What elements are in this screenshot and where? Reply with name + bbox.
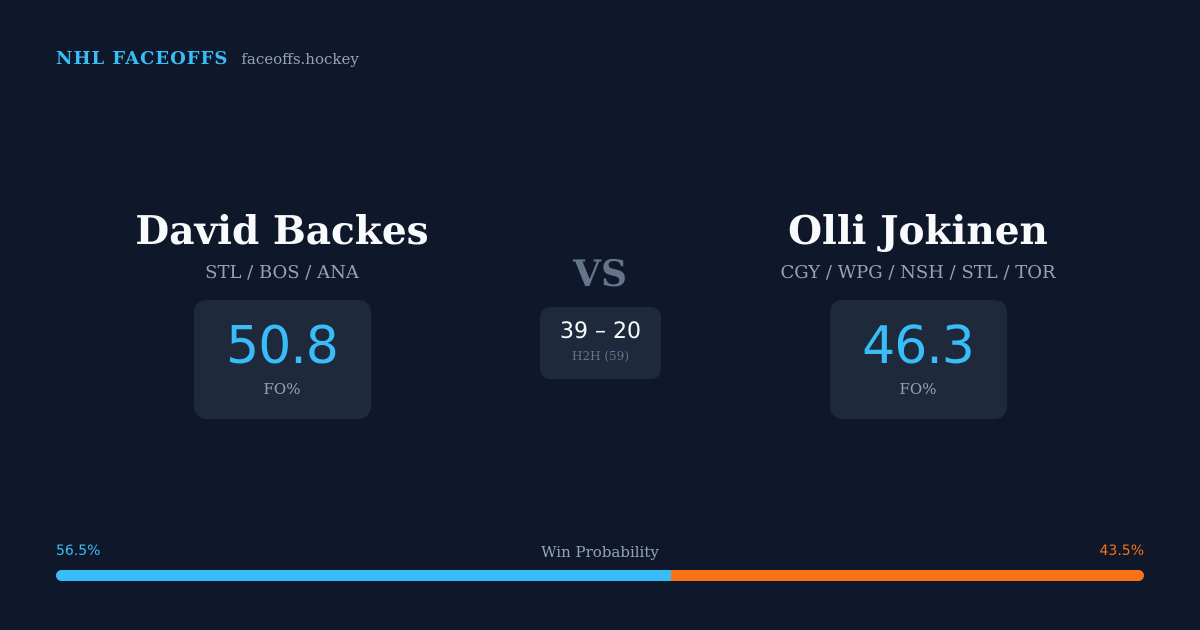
win-probability-left-label: 56.5%: [56, 543, 101, 559]
head-to-head-label: H2H (59): [571, 349, 629, 363]
win-probability-bar: [56, 570, 1144, 581]
player-left-fo-card: 50.8 FO%: [193, 300, 371, 419]
brand-name: NHL FACEOFFS: [56, 48, 229, 69]
player-right-fo-value: 46.3: [862, 316, 975, 376]
player-right: Olli Jokinen CGY / WPG / NSH / STL / TOR…: [698, 205, 1138, 419]
player-left-name: David Backes: [135, 208, 429, 254]
win-probability-bar-right: [670, 570, 1144, 581]
player-left-teams: STL / BOS / ANA: [205, 262, 359, 283]
head-to-head-score: 39 – 20: [560, 319, 641, 344]
player-left-fo-label: FO%: [263, 380, 301, 398]
win-probability-right-label: 43.5%: [1099, 543, 1144, 559]
player-right-name: Olli Jokinen: [788, 208, 1048, 254]
player-left: David Backes STL / BOS / ANA 50.8 FO%: [62, 205, 502, 419]
player-right-fo-label: FO%: [899, 380, 937, 398]
win-probability-title: Win Probability: [541, 543, 659, 561]
win-probability-labels: 56.5% Win Probability 43.5%: [56, 543, 1144, 563]
head-to-head-card: 39 – 20 H2H (59): [540, 307, 661, 379]
brand-site: faceoffs.hockey: [241, 50, 359, 68]
versus-label: VS: [573, 253, 627, 295]
brand-header: NHL FACEOFFS faceoffs.hockey: [56, 48, 359, 69]
win-probability-bar-left: [56, 570, 671, 581]
player-left-fo-value: 50.8: [226, 316, 339, 376]
player-right-fo-card: 46.3 FO%: [829, 300, 1007, 419]
player-right-teams: CGY / WPG / NSH / STL / TOR: [780, 262, 1056, 283]
